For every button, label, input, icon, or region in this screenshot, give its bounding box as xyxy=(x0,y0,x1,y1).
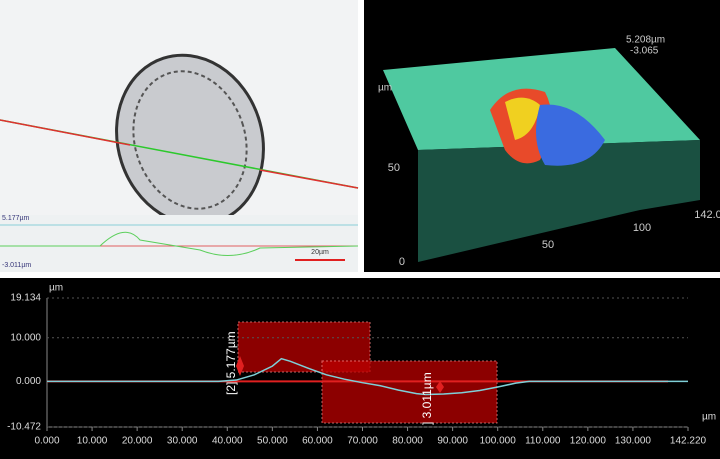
surface-reflection xyxy=(418,140,700,262)
x-tick-label: 30.000 xyxy=(167,436,198,447)
label: -3.011µm xyxy=(2,262,31,269)
surface-panel: µm 5.208µm -3.065 50 100 142.0 0 50 xyxy=(364,0,720,272)
x-tick-label: 142.220 xyxy=(670,436,707,447)
mini-profile xyxy=(0,231,359,256)
z-label: -3.065 xyxy=(630,46,659,57)
y-tick-label: -10.472 xyxy=(7,422,41,433)
x-tick-label: 130.000 xyxy=(615,436,652,447)
y-tick-label: 10.000 xyxy=(10,332,41,343)
measure-arrow xyxy=(236,356,244,376)
profile-line xyxy=(47,357,688,396)
y-tick-label: 0 xyxy=(399,256,405,268)
profile-segment xyxy=(0,119,131,146)
x-tick-label: 20.000 xyxy=(122,436,153,447)
x-tick-label: 10.000 xyxy=(77,436,108,447)
x-tick-label: 50 xyxy=(542,239,554,251)
annotation: ] 3.011µm xyxy=(420,372,434,425)
x-tick-label: 100 xyxy=(633,222,651,234)
z-label: 5.208µm xyxy=(626,35,665,46)
x-axis-label: µm xyxy=(702,412,716,423)
profile-strip xyxy=(0,215,358,272)
annotation: [2] 5.177µm xyxy=(224,331,238,395)
scale-label: 20µm xyxy=(311,249,329,256)
y-tick-label: 19.134 xyxy=(10,293,41,304)
surface-valley xyxy=(536,104,605,166)
x-tick-label: 90.000 xyxy=(437,436,468,447)
axis-unit: µm xyxy=(378,83,392,94)
x-tick-label: 0.000 xyxy=(34,436,59,447)
x-tick-label: 80.000 xyxy=(392,436,423,447)
specimen-detail xyxy=(132,70,248,210)
x-tick-label: 120.000 xyxy=(570,436,607,447)
label: 5.177µm xyxy=(2,215,30,222)
profile-chart: 19.134 10.000 0.000 -10.472 0.000 10.000 20.00… xyxy=(7,283,716,447)
y-tick-label: 0.000 xyxy=(16,376,41,387)
x-tick-label: 70.000 xyxy=(347,436,378,447)
x-tick-label: 40.000 xyxy=(212,436,243,447)
x-tick-label: 60.000 xyxy=(302,436,333,447)
measure-arrow xyxy=(436,381,444,393)
profile-segment xyxy=(259,169,359,189)
x-tick-label: 100.000 xyxy=(480,436,517,447)
y-axis-label: µm xyxy=(49,283,63,294)
y-tick-label: 50 xyxy=(388,162,400,174)
x-tick-label: 110.000 xyxy=(525,436,561,447)
surface-peak xyxy=(505,97,540,140)
microscope-panel: 5.177µm -3.011µm 20µm xyxy=(0,0,359,272)
x-tick-label: 142.0 xyxy=(694,209,720,221)
x-tick-label: 50.000 xyxy=(257,436,288,447)
